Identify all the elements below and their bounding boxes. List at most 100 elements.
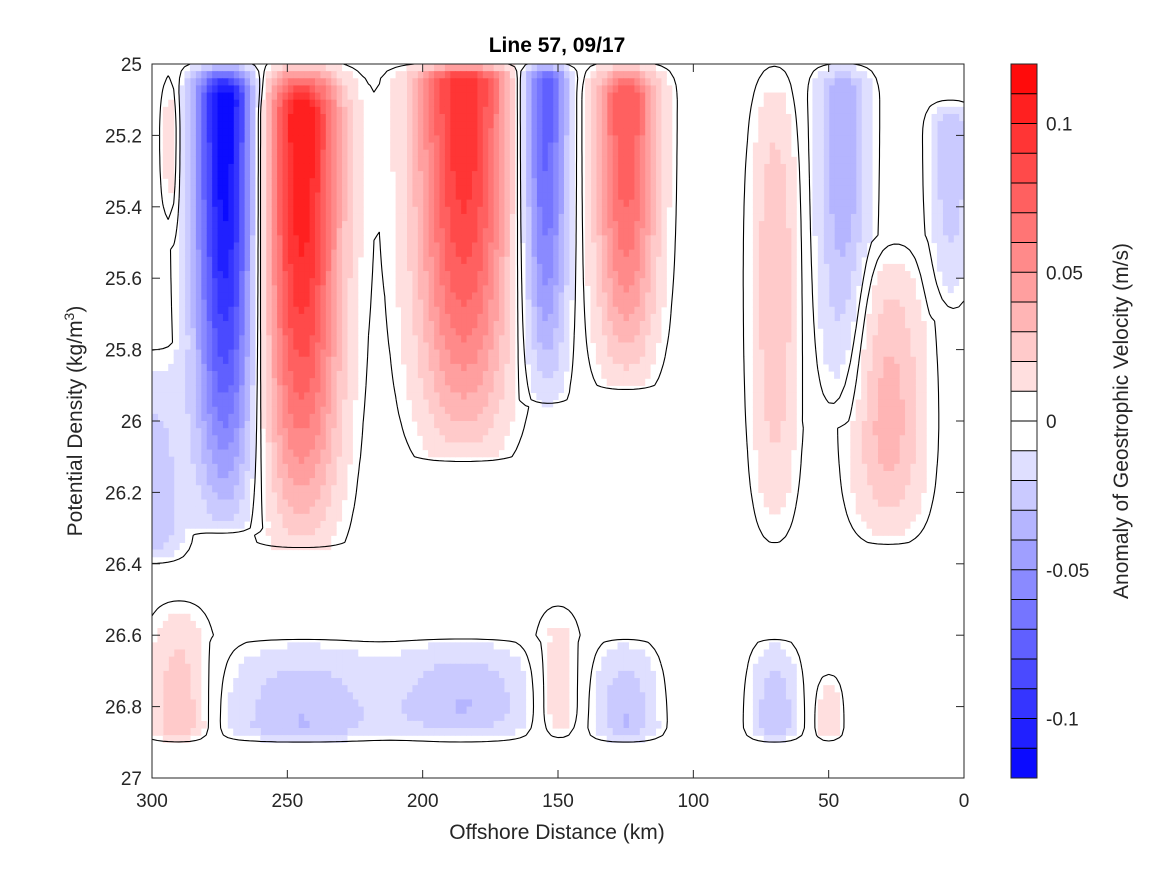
contour-cell bbox=[265, 185, 272, 194]
contour-cell bbox=[433, 85, 440, 94]
contour-cell bbox=[476, 113, 483, 122]
contour-cell bbox=[931, 206, 938, 215]
contour-cell bbox=[314, 256, 321, 265]
contour-cell bbox=[455, 285, 462, 294]
contour-cell bbox=[774, 363, 781, 372]
contour-cell bbox=[628, 192, 635, 201]
contour-cell bbox=[861, 113, 868, 122]
contour-cell bbox=[552, 221, 559, 229]
contour-cell bbox=[893, 342, 900, 351]
contour-cell bbox=[184, 156, 191, 165]
contour-cell bbox=[357, 142, 364, 151]
contour-cell bbox=[601, 328, 608, 336]
contour-cell bbox=[330, 71, 337, 79]
contour-cell bbox=[530, 128, 537, 136]
contour-cell bbox=[189, 178, 196, 186]
contour-cell bbox=[790, 299, 797, 308]
contour-cell bbox=[639, 242, 646, 251]
contour-cell bbox=[336, 192, 343, 201]
contour-cell bbox=[238, 235, 245, 244]
contour-cell bbox=[395, 199, 402, 208]
contour-cell bbox=[460, 85, 467, 94]
contour-cell bbox=[465, 106, 472, 115]
contour-cell bbox=[422, 221, 429, 229]
contour-cell bbox=[244, 306, 251, 315]
contour-cell bbox=[633, 321, 640, 329]
contour-cell bbox=[752, 385, 759, 394]
contour-cell bbox=[271, 71, 278, 79]
contour-cell bbox=[655, 285, 662, 294]
contour-cell bbox=[633, 342, 640, 351]
contour-cell bbox=[844, 271, 851, 279]
contour-cell bbox=[227, 399, 234, 408]
contour-cell bbox=[292, 263, 299, 272]
contour-cell bbox=[330, 413, 337, 422]
contour-cell bbox=[536, 263, 543, 272]
contour-cell bbox=[639, 235, 646, 244]
contour-cell bbox=[444, 85, 451, 94]
contour-cell bbox=[157, 399, 164, 408]
contour-cell bbox=[617, 278, 624, 286]
contour-cell bbox=[211, 206, 218, 215]
contour-cell bbox=[541, 156, 548, 165]
contour-cell bbox=[271, 306, 278, 315]
contour-cell bbox=[271, 292, 278, 301]
contour-cell bbox=[433, 406, 440, 415]
contour-cell bbox=[639, 292, 646, 301]
contour-cell bbox=[314, 235, 321, 244]
contour-cell bbox=[455, 99, 462, 108]
contour-cell bbox=[200, 328, 207, 336]
contour-cell bbox=[281, 271, 288, 279]
contour-cell bbox=[260, 171, 267, 179]
contour-cell bbox=[184, 78, 191, 87]
contour-cell bbox=[547, 313, 554, 322]
contour-cell bbox=[281, 263, 288, 272]
contour-cell bbox=[601, 271, 608, 279]
contour-cell bbox=[271, 399, 278, 408]
contour-cell bbox=[281, 399, 288, 408]
contour-cell bbox=[595, 199, 602, 208]
contour-cell bbox=[308, 271, 315, 279]
contour-cell bbox=[336, 235, 343, 244]
contour-cell bbox=[520, 113, 527, 122]
contour-cell bbox=[931, 213, 938, 222]
contour-cell bbox=[899, 328, 906, 336]
contour-cell bbox=[839, 206, 846, 215]
contour-cell bbox=[254, 92, 261, 101]
contour-cell bbox=[449, 242, 456, 251]
contour-cell bbox=[904, 285, 911, 294]
contour-cell bbox=[628, 64, 635, 72]
contour-cell bbox=[200, 263, 207, 272]
contour-cell bbox=[779, 385, 786, 394]
contour-cell bbox=[195, 328, 202, 336]
contour-cell bbox=[790, 306, 797, 315]
contour-cell bbox=[406, 335, 413, 344]
contour-cell bbox=[206, 406, 213, 415]
contour-cell bbox=[844, 235, 851, 244]
contour-cell bbox=[817, 192, 824, 201]
contour-cell bbox=[834, 363, 841, 372]
contour-cell bbox=[438, 263, 445, 272]
contour-cell bbox=[352, 363, 359, 372]
contour-cell bbox=[179, 249, 186, 258]
chart-title: Line 57, 09/17 bbox=[489, 34, 626, 57]
contour-cell bbox=[428, 185, 435, 194]
contour-cell bbox=[866, 349, 873, 358]
contour-cell bbox=[308, 221, 315, 229]
contour-cell bbox=[222, 149, 229, 158]
contour-cell bbox=[233, 256, 240, 265]
contour-cell bbox=[595, 271, 602, 279]
contour-cell bbox=[433, 121, 440, 129]
contour-cell bbox=[525, 292, 532, 301]
contour-cell bbox=[189, 149, 196, 158]
contour-cell bbox=[779, 392, 786, 401]
contour-cell bbox=[325, 256, 332, 265]
contour-cell bbox=[899, 406, 906, 415]
contour-cell bbox=[487, 385, 494, 394]
contour-cell bbox=[292, 349, 299, 358]
contour-cell bbox=[222, 335, 229, 344]
contour-cell bbox=[352, 349, 359, 358]
contour-cell bbox=[633, 149, 640, 158]
contour-cell bbox=[244, 178, 251, 186]
contour-cell bbox=[422, 171, 429, 179]
